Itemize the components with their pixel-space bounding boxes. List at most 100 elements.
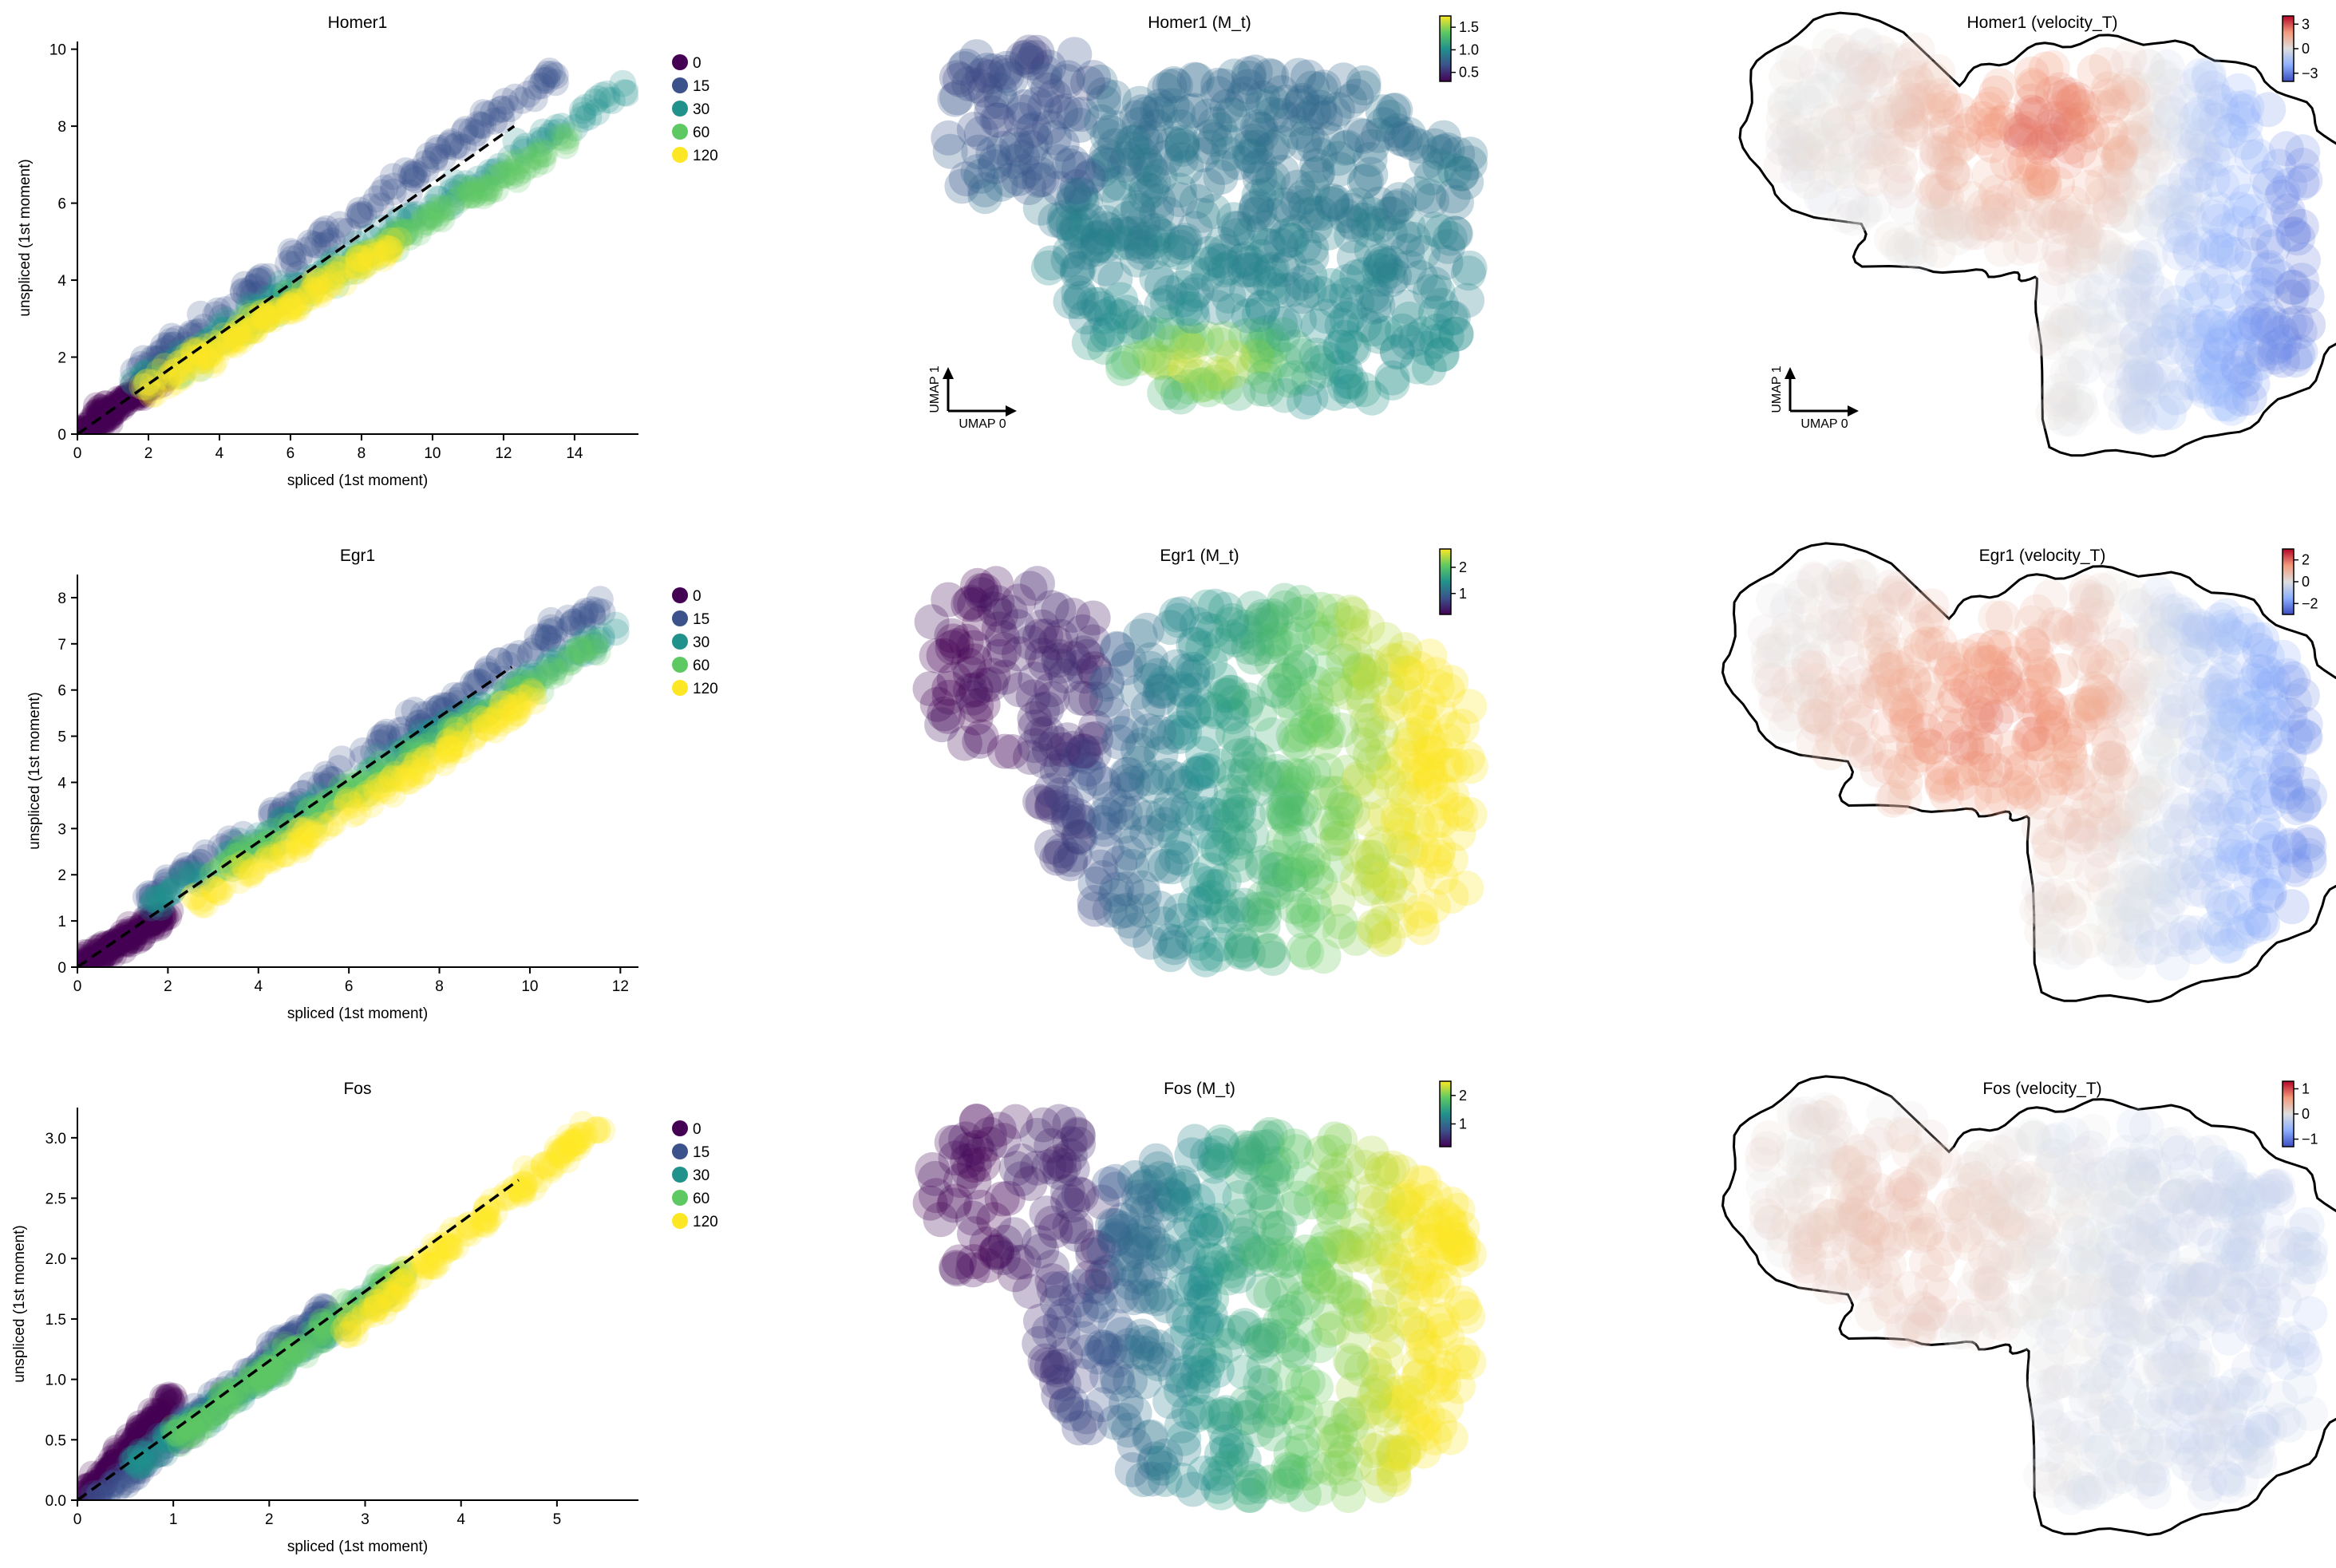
scatter-point	[439, 168, 467, 196]
umap-point	[1321, 1450, 1357, 1486]
scatter-point	[197, 337, 225, 365]
scatter-point	[360, 242, 388, 270]
scatter-point	[138, 377, 166, 405]
umap-point	[1844, 101, 1880, 136]
scatter-point	[344, 252, 372, 280]
umap-point	[2163, 211, 2199, 247]
x-tick-label: 10	[424, 445, 441, 462]
x-ticks: 0 2 4 6 8 10 12	[73, 967, 629, 995]
panel-title: Homer1 (M_t)	[1148, 14, 1251, 32]
umap-point	[1104, 1211, 1140, 1246]
scatter-point	[335, 252, 363, 280]
umap-point	[1880, 160, 1916, 196]
scatter-point	[403, 200, 431, 228]
scatter-point	[561, 114, 589, 141]
scatter-point	[413, 203, 441, 231]
scatter-point	[305, 275, 333, 303]
x-tick-label: 4	[457, 1511, 465, 1528]
umap-point	[979, 102, 1015, 138]
scatter-point	[106, 924, 134, 952]
fit-line	[76, 124, 516, 436]
scatter-point	[437, 128, 465, 156]
y-tick-label: 0.0	[45, 1493, 66, 1510]
scatter-point	[385, 227, 413, 255]
scatter-point	[375, 239, 403, 267]
scatter-point	[491, 87, 519, 115]
scatter-point	[389, 220, 417, 248]
scatter-point	[482, 163, 510, 191]
scatter-point	[552, 127, 580, 155]
umap-point	[1183, 367, 1219, 403]
umap-x-label: UMAP 0	[1800, 417, 1848, 431]
umap-point	[2028, 321, 2064, 356]
umap-point	[1405, 1329, 1441, 1365]
scatter-point	[296, 229, 324, 257]
scatter-point	[437, 189, 465, 217]
scatter-point	[151, 352, 179, 380]
scatter-point	[89, 407, 117, 434]
scatter-point	[220, 293, 248, 320]
scatter-point	[244, 267, 272, 295]
scatter-point	[239, 302, 267, 330]
scatter-point	[208, 304, 235, 332]
umap-point	[1346, 164, 1382, 199]
scatter-point	[401, 166, 429, 194]
umap-point	[1336, 330, 1372, 366]
umap-point	[1115, 132, 1150, 167]
umap-point	[1318, 184, 1354, 220]
scatter-point	[117, 382, 144, 410]
umap-point	[1376, 1458, 1412, 1494]
umap-point	[1225, 927, 1261, 963]
umap-point	[1452, 796, 1488, 832]
scatter-point	[235, 294, 263, 322]
panel-title: Egr1 (M_t)	[1160, 547, 1239, 565]
scatter-point	[235, 317, 263, 345]
umap-point	[1339, 839, 1375, 875]
colorbar: 21	[1439, 548, 1467, 615]
umap-point	[1333, 1343, 1368, 1378]
umap-x-label: UMAP 0	[959, 417, 1006, 431]
scatter-point	[158, 359, 186, 387]
scatter-point	[257, 301, 285, 329]
scatter-point	[154, 372, 182, 399]
scatter-point	[417, 200, 444, 228]
legend-label: 30	[693, 1167, 709, 1184]
legend-label: 15	[693, 611, 709, 628]
scatter-point	[125, 354, 153, 382]
umap-point	[1352, 664, 1388, 700]
scatter-point	[285, 260, 313, 288]
scatter-point	[185, 337, 213, 365]
scatter-point	[456, 181, 484, 209]
umap-point	[2179, 117, 2215, 152]
scatter-point	[294, 263, 322, 291]
scatter-point	[342, 230, 370, 258]
legend-marker	[672, 101, 688, 117]
umap-point	[1174, 800, 1210, 836]
scatter-point	[248, 294, 276, 322]
scatter-point	[419, 201, 447, 229]
colorbar-gradient	[1439, 15, 1452, 82]
scatter-point	[209, 328, 237, 356]
scatter-point	[488, 106, 516, 134]
scatter-point	[341, 245, 369, 273]
y-tick-label: 4	[57, 273, 66, 290]
scatter-point	[397, 160, 425, 188]
umap-y-label: UMAP 1	[1770, 365, 1784, 413]
legend-marker	[672, 1167, 688, 1183]
scatter-point	[361, 1294, 389, 1322]
umap-point	[1124, 1318, 1160, 1354]
scatter-points	[77, 1111, 616, 1500]
umap-point	[2014, 228, 2049, 264]
scatter-point	[529, 66, 557, 94]
scatter-point	[362, 185, 390, 213]
scatter-point	[287, 278, 315, 306]
scatter-point	[324, 262, 352, 289]
y-tick-label: 7	[57, 637, 66, 654]
scatter-point	[521, 142, 549, 170]
umap-point	[912, 1185, 948, 1221]
scatter-point	[102, 397, 130, 425]
umap-point	[1190, 256, 1226, 292]
scatter-point	[349, 245, 377, 273]
